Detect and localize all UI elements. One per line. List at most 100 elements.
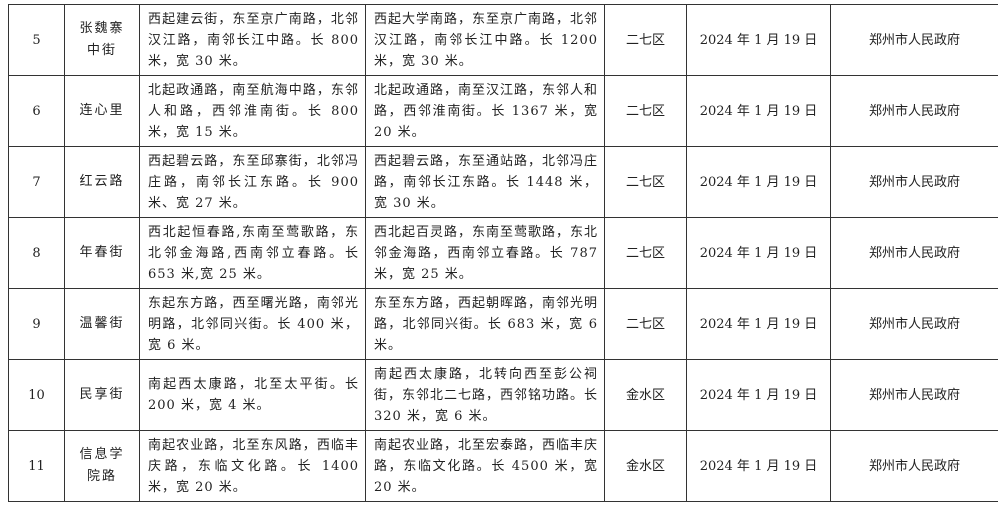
road-name: 张魏寨中街 — [79, 21, 125, 58]
new-description-cell: 北起政通路，南至汉江路，东邻人和路，西邻淮南街。长 1367 米，宽 20 米。 — [365, 75, 605, 147]
original-description-cell: 南起农业路，北至东风路，西临丰庆路，东临文化路。长 1400 米，宽 20 米。 — [139, 430, 366, 502]
row-number-cell: 6 — [8, 75, 65, 147]
table-row: 10 民享街 南起西太康路，北至太平街。长 200 米，宽 4 米。 南起西太康路，北… — [8, 359, 998, 431]
road-renaming-table: 5 张魏寨中街 西起建云街，东至京广南路，北邻汉江路，南邻长江中路。长 800 米，… — [8, 4, 998, 502]
new-description-cell: 西起碧云路，东至通站路，北邻冯庄路，南邻长江东路。长 1448 米，宽 30 米… — [365, 146, 605, 218]
row-number: 9 — [32, 316, 41, 332]
table-row: 9 温馨街 东起东方路，西至曙光路，南邻光明路，北邻同兴街。长 400 米，宽 6 … — [8, 288, 998, 360]
approving-authority-cell: 郑州市人民政府 — [830, 288, 998, 360]
district: 金水区 — [625, 458, 665, 474]
approving-authority-cell: 郑州市人民政府 — [830, 146, 998, 218]
row-number: 10 — [28, 387, 45, 403]
district: 二七区 — [625, 245, 665, 261]
district: 二七区 — [625, 103, 665, 119]
road-name-cell: 红云路 — [64, 146, 140, 218]
new-description: 西北起百灵路，东南至莺歌路，东北邻金海路，西南邻立春路。长 787 米，宽 25… — [374, 224, 599, 282]
new-description: 西起大学南路，东至京广南路，北邻汉江路，南邻长江中路。长 1200 米，宽 30… — [374, 11, 599, 69]
approval-date: 2024 年 1 月 19 日 — [699, 32, 818, 48]
row-number: 8 — [32, 245, 41, 261]
approval-date-cell: 2024 年 1 月 19 日 — [686, 75, 831, 147]
road-name: 红云路 — [79, 174, 125, 189]
approval-date: 2024 年 1 月 19 日 — [699, 316, 818, 332]
approval-date-cell: 2024 年 1 月 19 日 — [686, 430, 831, 502]
new-description: 南起农业路，北至宏泰路，西临丰庆路，东临文化路。长 4500 米，宽 20 米。 — [374, 437, 599, 495]
row-number-cell: 9 — [8, 288, 65, 360]
district-cell: 二七区 — [604, 4, 687, 76]
new-description: 东至东方路，西起朝晖路，南邻光明路，北邻同兴街。长 683 米，宽 6 米。 — [374, 295, 599, 353]
original-description: 西起碧云路，东至邱寨街，北邻冯庄路，南邻长江东路。长 900 米、宽 27 米。 — [148, 153, 359, 211]
approving-authority: 郑州市人民政府 — [868, 387, 960, 403]
approving-authority-cell: 郑州市人民政府 — [830, 75, 998, 147]
approval-date: 2024 年 1 月 19 日 — [699, 103, 818, 119]
district: 二七区 — [625, 174, 665, 190]
row-number-cell: 8 — [8, 217, 65, 289]
new-description-cell: 南起农业路，北至宏泰路，西临丰庆路，东临文化路。长 4500 米，宽 20 米。 — [365, 430, 605, 502]
original-description: 东起东方路，西至曙光路，南邻光明路，北邻同兴街。长 400 米，宽 6 米。 — [148, 295, 359, 353]
row-number: 11 — [28, 458, 45, 474]
table-row: 7 红云路 西起碧云路，东至邱寨街，北邻冯庄路，南邻长江东路。长 900 米、宽 2… — [8, 146, 998, 218]
table-row: 8 年春街 西北起恒春路,东南至莺歌路，东北邻金海路,西南邻立春路。长 653 米,… — [8, 217, 998, 289]
new-description-cell: 南起西太康路，北转向西至彭公祠街，东邻北二七路，西邻铭功路。长 320 米，宽 … — [365, 359, 605, 431]
original-description-cell: 北起政通路，南至航海中路，东邻人和路，西邻淮南街。长 800 米，宽 15 米。 — [139, 75, 366, 147]
approving-authority-cell: 郑州市人民政府 — [830, 217, 998, 289]
new-description: 西起碧云路，东至通站路，北邻冯庄路，南邻长江东路。长 1448 米，宽 30 米… — [374, 153, 599, 211]
approving-authority-cell: 郑州市人民政府 — [830, 4, 998, 76]
original-description: 南起西太康路，北至太平街。长 200 米，宽 4 米。 — [148, 377, 359, 413]
original-description-cell: 西起建云街，东至京广南路，北邻汉江路，南邻长江中路。长 800 米，宽 30 米… — [139, 4, 366, 76]
original-description: 北起政通路，南至航海中路，东邻人和路，西邻淮南街。长 800 米，宽 15 米。 — [148, 82, 359, 140]
row-number-cell: 10 — [8, 359, 65, 431]
new-description-cell: 东至东方路，西起朝晖路，南邻光明路，北邻同兴街。长 683 米，宽 6 米。 — [365, 288, 605, 360]
road-name-cell: 年春街 — [64, 217, 140, 289]
district-cell: 金水区 — [604, 430, 687, 502]
district-cell: 金水区 — [604, 359, 687, 431]
approving-authority: 郑州市人民政府 — [868, 174, 960, 190]
district-cell: 二七区 — [604, 75, 687, 147]
approving-authority: 郑州市人民政府 — [868, 245, 960, 261]
approval-date: 2024 年 1 月 19 日 — [699, 245, 818, 261]
original-description: 西起建云街，东至京广南路，北邻汉江路，南邻长江中路。长 800 米，宽 30 米… — [148, 11, 359, 69]
road-name: 信息学院路 — [79, 447, 125, 484]
district-cell: 二七区 — [604, 146, 687, 218]
approval-date-cell: 2024 年 1 月 19 日 — [686, 359, 831, 431]
original-description-cell: 东起东方路，西至曙光路，南邻光明路，北邻同兴街。长 400 米，宽 6 米。 — [139, 288, 366, 360]
row-number: 7 — [32, 174, 41, 190]
original-description: 南起农业路，北至东风路，西临丰庆路，东临文化路。长 1400 米，宽 20 米。 — [148, 437, 359, 495]
approving-authority: 郑州市人民政府 — [868, 32, 960, 48]
original-description-cell: 西北起恒春路,东南至莺歌路，东北邻金海路,西南邻立春路。长 653 米,宽 25… — [139, 217, 366, 289]
table-row: 11 信息学院路 南起农业路，北至东风路，西临丰庆路，东临文化路。长 1400 米，… — [8, 430, 998, 502]
approval-date-cell: 2024 年 1 月 19 日 — [686, 4, 831, 76]
district-cell: 二七区 — [604, 217, 687, 289]
new-description: 北起政通路，南至汉江路，东邻人和路，西邻淮南街。长 1367 米，宽 20 米。 — [374, 82, 599, 140]
approving-authority-cell: 郑州市人民政府 — [830, 430, 998, 502]
district: 二七区 — [625, 32, 665, 48]
original-description: 西北起恒春路,东南至莺歌路，东北邻金海路,西南邻立春路。长 653 米,宽 25… — [148, 224, 359, 282]
new-description-cell: 西北起百灵路，东南至莺歌路，东北邻金海路，西南邻立春路。长 787 米，宽 25… — [365, 217, 605, 289]
road-name: 民享街 — [79, 387, 125, 402]
approving-authority: 郑州市人民政府 — [868, 458, 960, 474]
road-name: 连心里 — [79, 103, 125, 118]
road-name: 年春街 — [79, 245, 125, 260]
approving-authority-cell: 郑州市人民政府 — [830, 359, 998, 431]
road-name: 温馨街 — [79, 316, 125, 331]
approving-authority: 郑州市人民政府 — [868, 316, 960, 332]
approval-date: 2024 年 1 月 19 日 — [699, 458, 818, 474]
road-name-cell: 民享街 — [64, 359, 140, 431]
approval-date-cell: 2024 年 1 月 19 日 — [686, 217, 831, 289]
row-number-cell: 11 — [8, 430, 65, 502]
road-name-cell: 张魏寨中街 — [64, 4, 140, 76]
road-name-cell: 温馨街 — [64, 288, 140, 360]
approval-date: 2024 年 1 月 19 日 — [699, 387, 818, 403]
new-description: 南起西太康路，北转向西至彭公祠街，东邻北二七路，西邻铭功路。长 320 米，宽 … — [374, 366, 599, 424]
original-description-cell: 南起西太康路，北至太平街。长 200 米，宽 4 米。 — [139, 359, 366, 431]
table-row: 6 连心里 北起政通路，南至航海中路，东邻人和路，西邻淮南街。长 800 米，宽 1… — [8, 75, 998, 147]
approval-date-cell: 2024 年 1 月 19 日 — [686, 146, 831, 218]
road-name-cell: 信息学院路 — [64, 430, 140, 502]
row-number: 6 — [32, 103, 41, 119]
approval-date-cell: 2024 年 1 月 19 日 — [686, 288, 831, 360]
district-cell: 二七区 — [604, 288, 687, 360]
district: 二七区 — [625, 316, 665, 332]
original-description-cell: 西起碧云路，东至邱寨街，北邻冯庄路，南邻长江东路。长 900 米、宽 27 米。 — [139, 146, 366, 218]
approving-authority: 郑州市人民政府 — [868, 103, 960, 119]
table-row: 5 张魏寨中街 西起建云街，东至京广南路，北邻汉江路，南邻长江中路。长 800 米，… — [8, 4, 998, 76]
row-number: 5 — [32, 32, 41, 48]
